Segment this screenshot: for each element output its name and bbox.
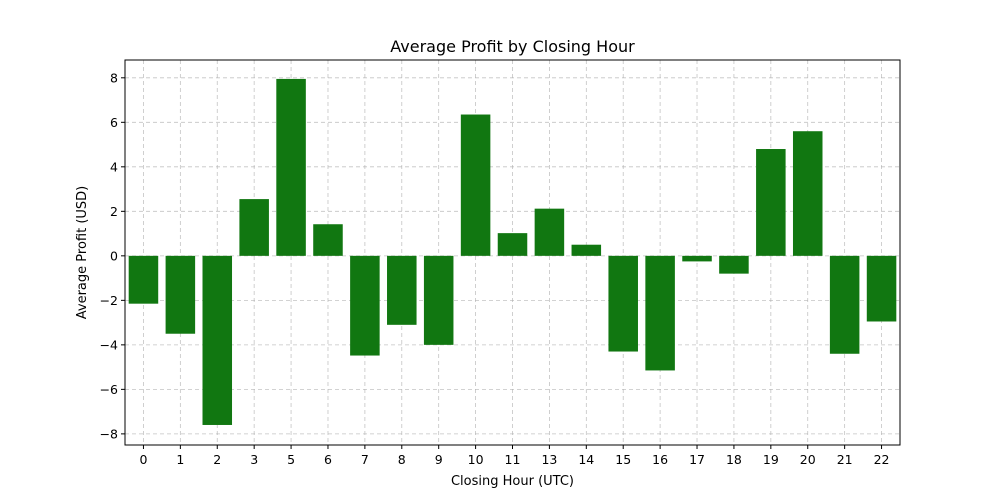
x-tick-label: 22 [874,452,890,467]
x-tick-label: 19 [763,452,779,467]
x-tick-label: 20 [800,452,816,467]
y-tick-label: −4 [100,337,118,352]
x-tick-label: 13 [541,452,557,467]
bar-hour-13 [534,208,565,256]
y-tick-label: 6 [110,115,118,130]
bar-hour-19 [756,149,786,256]
chart-title: Average Profit by Closing Hour [390,37,635,56]
bar-hour-2 [202,255,233,425]
x-tick-label: 2 [213,452,221,467]
y-tick-label: −2 [100,293,118,308]
x-tick-label: 14 [578,452,594,467]
bar-hour-14 [571,244,602,256]
x-tick-label: 8 [398,452,406,467]
y-axis-label: Average Profit (USD) [75,186,90,319]
bar-hour-7 [350,255,380,356]
bar-hour-16 [645,255,675,371]
bar-hour-20 [792,131,823,256]
bar-hour-8 [387,255,417,325]
bar-hour-10 [460,114,491,256]
bar-hour-21 [829,255,860,354]
bar-hour-11 [497,233,528,256]
y-tick-label: 4 [110,159,118,174]
y-tick-label: 0 [110,248,118,263]
x-tick-label: 6 [324,452,332,467]
x-tick-label: 11 [505,452,521,467]
x-tick-label: 18 [726,452,742,467]
y-tick-label: 8 [110,70,118,85]
bar-hour-18 [719,255,749,274]
bar-hour-17 [682,255,712,262]
bar-hour-9 [423,255,454,345]
x-tick-label: 5 [287,452,295,467]
bar-hour-1 [165,255,196,334]
x-tick-label: 9 [435,452,443,467]
bar-hour-3 [239,199,269,256]
x-tick-label: 10 [468,452,484,467]
y-axis-ticks: −8 −6 −4 −2 0 2 4 6 8 [100,70,125,441]
bar-hour-6 [313,224,343,256]
bars [128,78,897,425]
bar-hour-22 [866,255,897,322]
x-tick-label: 15 [615,452,631,467]
bar-hour-5 [276,78,306,256]
x-tick-label: 0 [139,452,147,467]
y-tick-label: −8 [100,426,118,441]
x-axis-ticks: 0 1 2 3 5 6 7 8 9 10 11 13 14 15 16 17 18 19 20 21 22 [139,445,890,467]
x-axis-label: Closing Hour (UTC) [451,474,574,489]
x-tick-label: 21 [837,452,853,467]
y-tick-label: 2 [110,204,118,219]
bar-hour-0 [128,255,159,304]
x-tick-label: 1 [176,452,184,467]
x-tick-label: 16 [652,452,668,467]
x-tick-label: 7 [361,452,369,467]
bar-hour-15 [608,255,638,352]
x-tick-label: 3 [250,452,258,467]
y-tick-label: −6 [100,382,118,397]
x-tick-label: 17 [689,452,705,467]
